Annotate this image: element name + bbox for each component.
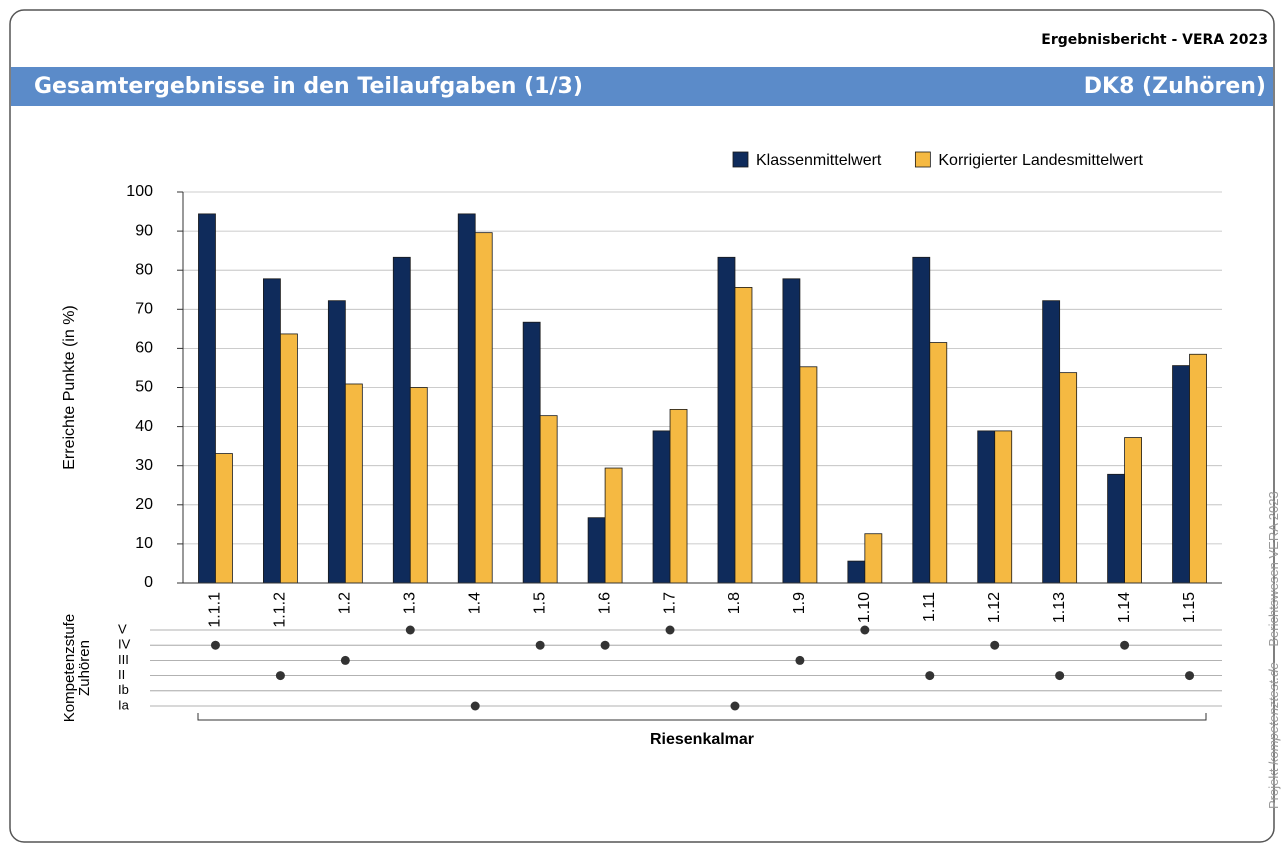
competency-dot bbox=[1055, 671, 1065, 681]
y-tick-label: 0 bbox=[144, 574, 153, 591]
competency-label: Kompetenzstufe bbox=[61, 614, 78, 722]
bar bbox=[1189, 353, 1207, 584]
bar bbox=[392, 256, 411, 584]
bar bbox=[734, 287, 753, 584]
bar bbox=[977, 430, 996, 584]
bar bbox=[198, 213, 216, 584]
x-tick-label: 1.13 bbox=[1051, 592, 1068, 623]
y-tick-label: 100 bbox=[126, 183, 153, 200]
bar bbox=[1172, 365, 1190, 584]
x-tick-label: 1.9 bbox=[791, 592, 808, 614]
x-tick-label: 1.6 bbox=[596, 592, 613, 614]
competency-dot bbox=[275, 671, 285, 681]
level-label: II bbox=[118, 667, 125, 682]
bar bbox=[344, 383, 363, 584]
bar bbox=[539, 415, 558, 584]
competency-dot bbox=[860, 625, 870, 635]
competency-dot bbox=[600, 640, 610, 650]
competency-dot bbox=[340, 655, 350, 665]
y-tick-label: 90 bbox=[135, 222, 153, 239]
bar bbox=[474, 232, 493, 584]
competency-dot bbox=[1120, 640, 1130, 650]
level-label: IV bbox=[118, 637, 131, 652]
group-label: Riesenkalmar bbox=[650, 731, 754, 748]
bar bbox=[912, 256, 931, 584]
y-tick-label: 60 bbox=[135, 340, 153, 357]
x-tick-label: 1.14 bbox=[1116, 592, 1133, 623]
bar bbox=[994, 430, 1013, 584]
bar bbox=[1124, 437, 1142, 584]
y-axis-label: Erreichte Punkte (in %) bbox=[61, 305, 78, 470]
competency-dot bbox=[1185, 671, 1195, 681]
bar bbox=[652, 430, 671, 584]
bar bbox=[457, 213, 476, 584]
legend-swatch bbox=[732, 151, 749, 168]
footer-note: Projekt kompetenztest.de Berichtswesen V… bbox=[1266, 491, 1281, 809]
bar bbox=[280, 333, 298, 584]
bar bbox=[847, 560, 866, 584]
bar bbox=[409, 387, 428, 584]
x-tick-label: 1.8 bbox=[726, 592, 743, 614]
y-tick-label: 20 bbox=[135, 496, 153, 513]
competency-dot bbox=[405, 625, 415, 635]
competency-dot bbox=[990, 640, 1000, 650]
competency-dot bbox=[535, 640, 545, 650]
footer-site: kompetenztest.de bbox=[1266, 662, 1281, 765]
footer-project: Projekt bbox=[1266, 768, 1281, 809]
title-bar bbox=[11, 67, 1273, 106]
page-title: Gesamtergebnisse in den Teilaufgaben (1/… bbox=[34, 74, 583, 99]
level-label: V bbox=[118, 621, 127, 636]
x-tick-label: 1.1.2 bbox=[272, 592, 289, 628]
competency-dot bbox=[730, 701, 740, 711]
bar bbox=[215, 453, 233, 584]
y-tick-label: 50 bbox=[135, 379, 153, 396]
group-bracket bbox=[197, 713, 1207, 721]
footer-series: Berichtswesen VERA 2023 bbox=[1266, 491, 1281, 646]
y-tick-label: 80 bbox=[135, 261, 153, 278]
x-tick-label: 1.5 bbox=[531, 592, 548, 614]
report-header: Ergebnisbericht - VERA 2023 bbox=[1041, 32, 1268, 48]
bar bbox=[717, 256, 736, 584]
bar bbox=[669, 408, 688, 584]
y-tick-label: 10 bbox=[135, 535, 153, 552]
competency-dot bbox=[665, 625, 675, 635]
level-label: Ib bbox=[118, 682, 129, 697]
bar bbox=[522, 321, 541, 584]
bar bbox=[1042, 300, 1061, 584]
legend-swatch bbox=[914, 151, 931, 168]
y-tick-label: 40 bbox=[135, 418, 153, 435]
competency-dot bbox=[925, 671, 935, 681]
x-tick-label: 1.7 bbox=[661, 592, 678, 614]
bar bbox=[327, 300, 346, 584]
bar bbox=[263, 278, 281, 584]
level-label: Ia bbox=[118, 697, 130, 712]
x-tick-label: 1.12 bbox=[986, 592, 1003, 623]
y-tick-label: 30 bbox=[135, 457, 153, 474]
x-tick-label: 1.1.1 bbox=[207, 592, 224, 628]
x-tick-label: 1.11 bbox=[921, 592, 938, 622]
legend-label: Klassenmittelwert bbox=[756, 152, 882, 169]
competency-dot bbox=[470, 701, 480, 711]
y-tick-label: 70 bbox=[135, 301, 153, 318]
legend-label: Korrigierter Landesmittelwert bbox=[938, 152, 1143, 169]
x-tick-label: 1.2 bbox=[337, 592, 354, 614]
x-tick-label: 1.4 bbox=[466, 592, 483, 614]
competency-dot bbox=[795, 655, 805, 665]
bar bbox=[604, 467, 623, 584]
x-tick-label: 1.15 bbox=[1181, 592, 1198, 623]
bar bbox=[782, 278, 801, 584]
bar bbox=[587, 517, 606, 584]
competency-dot bbox=[210, 640, 220, 650]
level-label: III bbox=[118, 652, 129, 667]
bar bbox=[929, 342, 948, 584]
bar bbox=[799, 366, 818, 584]
bar bbox=[1107, 473, 1125, 584]
x-tick-label: 1.3 bbox=[402, 592, 419, 614]
x-tick-label: 1.10 bbox=[856, 592, 873, 623]
bar bbox=[864, 533, 883, 584]
competency-label: Zuhören bbox=[76, 640, 93, 696]
subject: DK8 (Zuhören) bbox=[1084, 74, 1266, 99]
bar bbox=[1059, 372, 1078, 584]
